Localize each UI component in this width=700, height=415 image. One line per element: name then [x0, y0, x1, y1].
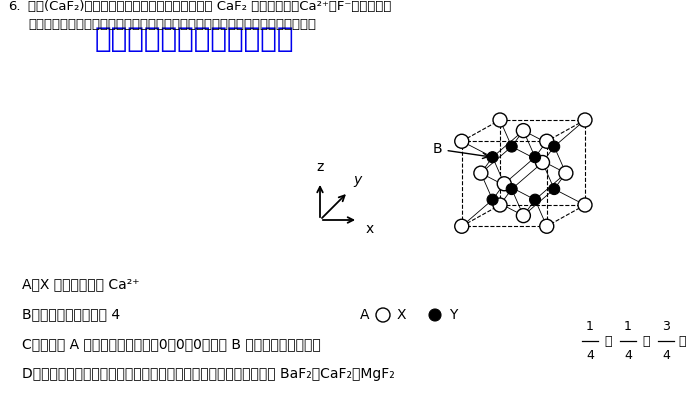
- Circle shape: [530, 152, 540, 163]
- Circle shape: [487, 194, 498, 205]
- Text: B: B: [433, 142, 489, 159]
- Text: 荧石(CaF₂)是自然界中常见的含氟矿物，可利用 CaF₂ 晶体释放出的Ca²⁺和F⁻脱除硫烷，: 荧石(CaF₂)是自然界中常见的含氟矿物，可利用 CaF₂ 晶体释放出的Ca²⁺…: [28, 0, 391, 13]
- Circle shape: [376, 308, 390, 322]
- Text: 4: 4: [662, 349, 670, 362]
- Circle shape: [578, 113, 592, 127]
- Text: y: y: [353, 173, 361, 187]
- Text: 4: 4: [624, 349, 632, 362]
- Text: 4: 4: [586, 349, 594, 362]
- Text: 微信公众号关注：趣找答案: 微信公众号关注：趣找答案: [95, 25, 295, 53]
- Circle shape: [536, 156, 550, 169]
- Circle shape: [506, 141, 517, 152]
- Circle shape: [455, 219, 469, 233]
- Circle shape: [474, 166, 488, 180]
- Text: 以拓展金属氧化物材料的生物医学功能。其晶胞结构如图所示，下列说法错误的是: 以拓展金属氧化物材料的生物医学功能。其晶胞结构如图所示，下列说法错误的是: [28, 18, 316, 31]
- Text: B．钓离子的配位数为 4: B．钓离子的配位数为 4: [22, 307, 120, 321]
- Text: ，: ，: [642, 334, 650, 347]
- Text: C．若图中 A 处原子分数坐标为（0，0，0），则 B 处原子分数坐标为（: C．若图中 A 处原子分数坐标为（0，0，0），则 B 处原子分数坐标为（: [22, 337, 321, 351]
- Text: A．X 代表的离子是 Ca²⁺: A．X 代表的离子是 Ca²⁺: [22, 277, 139, 291]
- Text: ）: ）: [678, 334, 685, 347]
- Text: 6.: 6.: [8, 0, 20, 13]
- Circle shape: [455, 134, 469, 148]
- Circle shape: [559, 166, 573, 180]
- Circle shape: [493, 113, 507, 127]
- Text: 1: 1: [624, 320, 632, 333]
- Text: 1: 1: [586, 320, 594, 333]
- Circle shape: [549, 141, 560, 152]
- Text: 3: 3: [662, 320, 670, 333]
- Circle shape: [497, 177, 511, 191]
- Circle shape: [540, 219, 554, 233]
- Circle shape: [506, 183, 517, 195]
- Circle shape: [493, 198, 507, 212]
- Text: x: x: [366, 222, 375, 236]
- Text: X: X: [396, 308, 406, 322]
- Circle shape: [429, 309, 441, 321]
- Text: ，: ，: [604, 334, 612, 347]
- Circle shape: [549, 183, 560, 195]
- Circle shape: [578, 198, 592, 212]
- Circle shape: [540, 134, 554, 148]
- Circle shape: [530, 194, 540, 205]
- Text: A: A: [360, 308, 370, 322]
- Text: D．脱除硫烷反应速率依赖于晶体提供自由氟离子的能力，脱硫速率 BaF₂＞CaF₂＞MgF₂: D．脱除硫烷反应速率依赖于晶体提供自由氟离子的能力，脱硫速率 BaF₂＞CaF₂…: [22, 367, 395, 381]
- Circle shape: [517, 209, 531, 222]
- Circle shape: [487, 152, 498, 163]
- Text: Y: Y: [449, 308, 457, 322]
- Circle shape: [517, 124, 531, 138]
- Text: z: z: [316, 160, 323, 174]
